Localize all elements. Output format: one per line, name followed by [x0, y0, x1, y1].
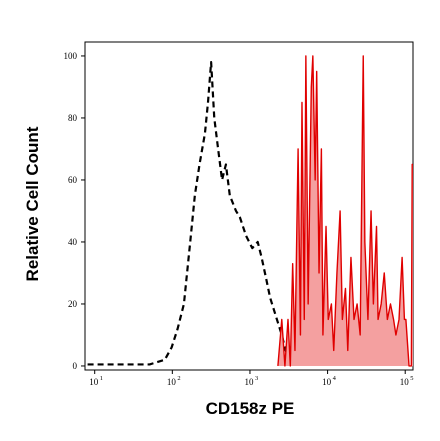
x-tick-exponent: 4 — [333, 375, 337, 382]
area-fill — [277, 55, 413, 366]
x-tick-exponent: 5 — [410, 375, 413, 382]
x-tick-label: 10 — [322, 377, 332, 387]
series-line — [87, 61, 297, 366]
x-tick-label: 10 — [89, 377, 99, 387]
x-tick-exponent: 3 — [255, 375, 258, 382]
y-tick-label: 20 — [68, 299, 78, 309]
x-axis-title: CD158z PE — [206, 399, 295, 418]
y-tick-label: 0 — [73, 361, 78, 371]
x-tick-label: 10 — [400, 377, 410, 387]
x-tick-exponent: 2 — [177, 375, 180, 382]
y-tick-label: 40 — [68, 237, 78, 247]
x-tick-label: 10 — [167, 377, 177, 387]
x-tick-exponent: 1 — [100, 375, 103, 382]
y-tick-label: 80 — [68, 113, 78, 123]
x-tick-label: 10 — [244, 377, 254, 387]
y-axis-title: Relative Cell Count — [23, 126, 42, 281]
y-tick-label: 60 — [68, 175, 78, 185]
y-tick-label: 100 — [64, 51, 78, 61]
series-line — [277, 55, 413, 367]
